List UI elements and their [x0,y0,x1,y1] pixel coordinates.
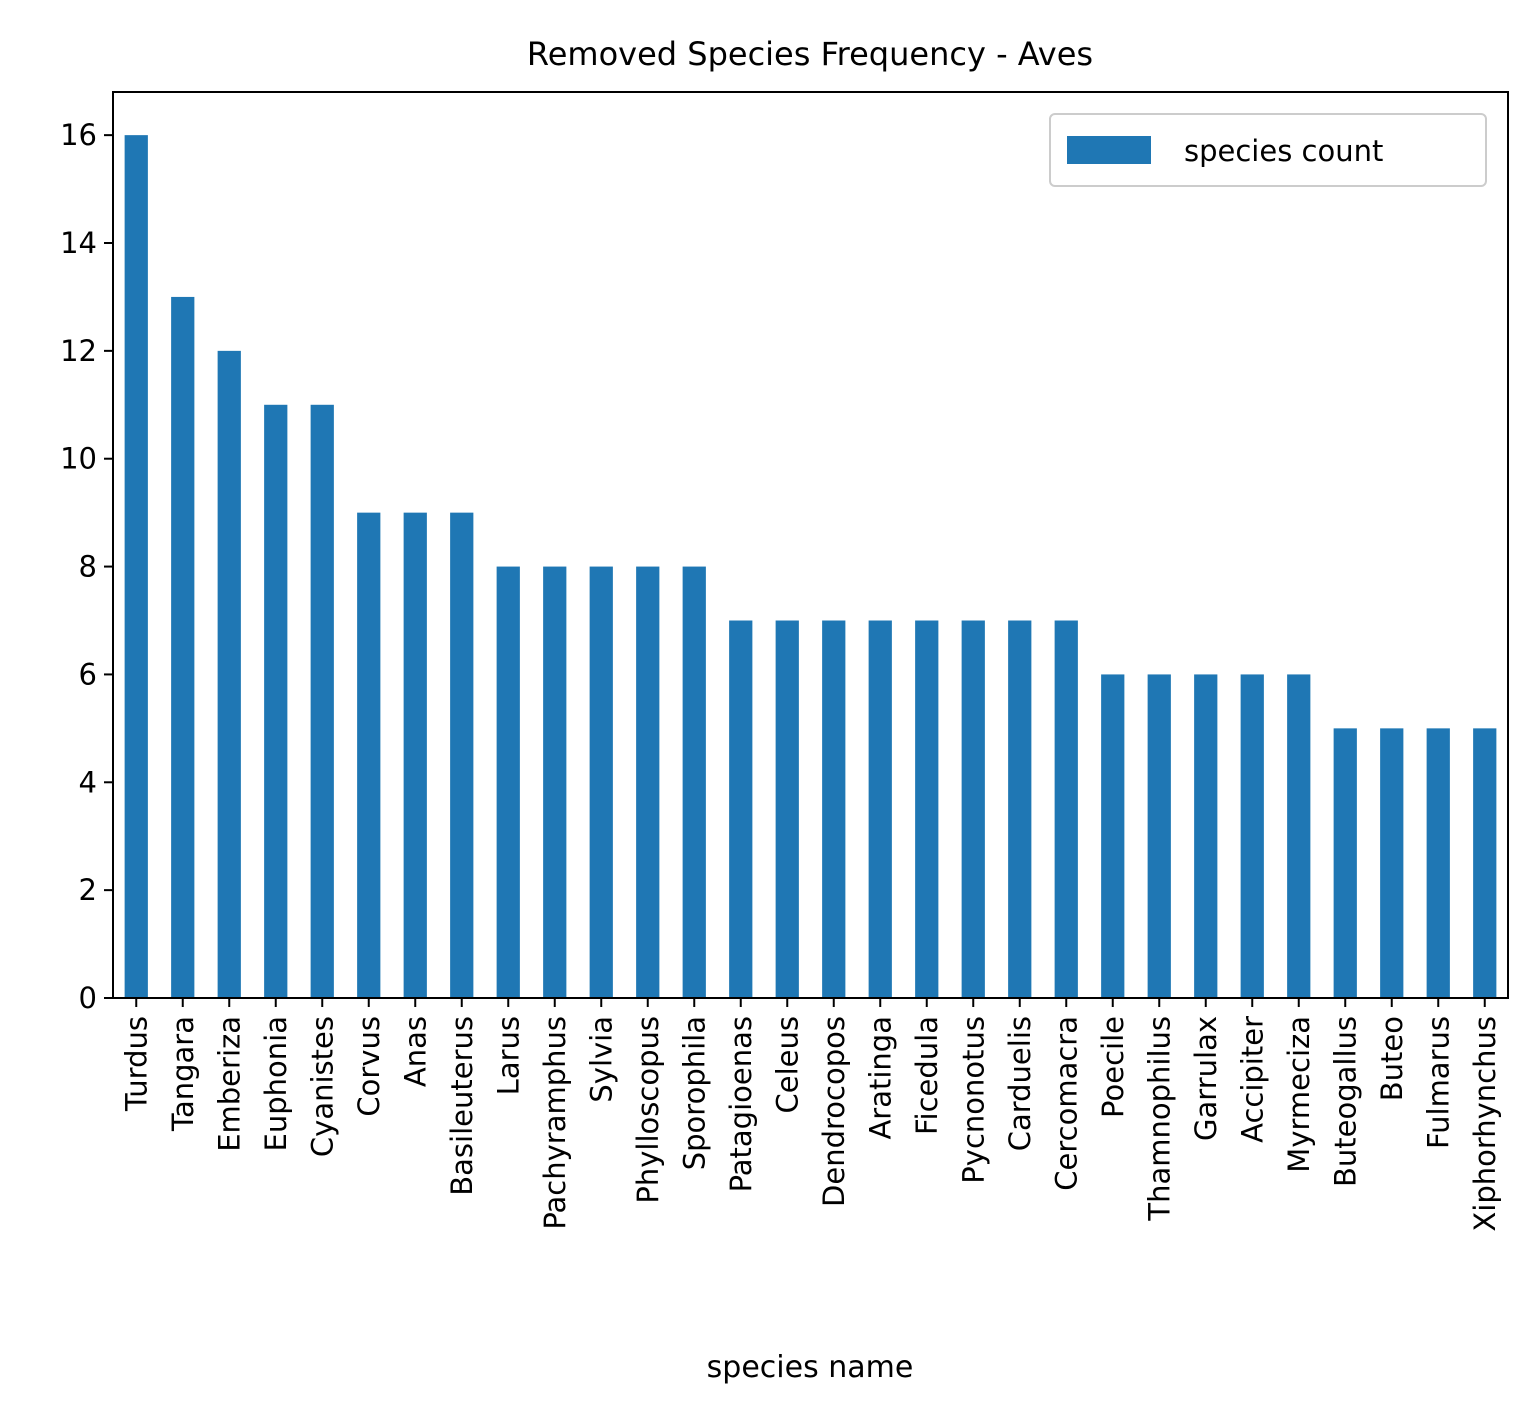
x-tick-label: Turdus [119,1016,153,1112]
bar-myrmeciza [1287,674,1311,998]
legend-swatch [1067,136,1151,164]
bar-celeus [775,620,799,998]
bar-corvus [357,512,381,998]
x-tick-label: Myrmeciza [1282,1016,1316,1173]
y-tick-label: 4 [79,765,97,799]
y-tick-label: 16 [60,118,97,152]
x-tick-label: Fulmarus [1421,1016,1455,1149]
bar-cyanistes [310,404,334,998]
x-axis-label: species name [707,1350,914,1385]
x-tick-label: Sylvia [584,1016,618,1103]
x-tick-label: Cyanistes [305,1016,339,1157]
x-tick-label: Tangara [166,1016,200,1132]
x-tick-label: Euphonia [259,1016,293,1151]
bar-phylloscopus [636,566,660,998]
chart-title: Removed Species Frequency - Aves [527,35,1093,73]
x-tick-label: Pycnonotus [956,1016,990,1184]
bar-anas [403,512,427,998]
x-tick-label: Thamnophilus [1142,1016,1176,1222]
bar-fulmarus [1426,728,1450,998]
x-tick-label: Buteo [1375,1016,1409,1101]
x-tick-label: Carduelis [1003,1016,1037,1151]
x-tick-label: Pachyramphus [538,1016,572,1230]
x-tick-label: Basileuterus [445,1016,479,1196]
y-tick-label: 12 [60,334,97,368]
y-tick-label: 14 [60,226,97,260]
y-tick-label: 10 [60,442,97,476]
x-tick-label: Sporophila [677,1016,711,1170]
y-tick-label: 8 [79,550,97,584]
x-tick-label: Cercomacra [1049,1016,1083,1191]
x-tick-label: Ficedula [910,1016,944,1135]
bar-accipiter [1240,674,1264,998]
bar-aratinga [868,620,892,998]
bar-buteo [1380,728,1404,998]
x-tick-label: Buteogallus [1328,1016,1362,1187]
y-tick-label: 2 [79,873,97,907]
x-tick-label: Phylloscopus [631,1016,665,1204]
bar-ficedula [915,620,939,998]
bar-pycnonotus [961,620,985,998]
plot-frame [112,91,1509,999]
bar-sylvia [589,566,613,998]
bar-xiphorhynchus [1473,728,1497,998]
bar-thamnophilus [1147,674,1171,998]
legend-box [1049,113,1487,187]
legend: species count [1049,113,1487,187]
bar-cercomacra [1054,620,1078,998]
y-axis: 0 2 4 6 8 10 12 14 16 [60,118,113,1015]
bar-tangara [171,296,195,998]
bar-pachyramphus [543,566,567,998]
bar-emberiza [217,350,241,998]
bar-sporophila [682,566,706,998]
bars-group [124,135,1497,999]
bar-carduelis [1008,620,1032,998]
bar-patagioenas [729,620,753,998]
bar-buteogallus [1333,728,1357,998]
x-tick-label: Patagioenas [724,1016,758,1192]
x-axis: Turdus Tangara Emberiza Euphonia Cyanistes Co… [119,998,1502,1232]
x-tick-label: Garrulax [1189,1016,1223,1141]
bar-poecile [1101,674,1125,998]
x-tick-label: Emberiza [212,1016,246,1152]
y-tick-label: 6 [79,657,97,691]
bar-garrulax [1194,674,1218,998]
x-tick-label: Anas [398,1016,432,1087]
bar-dendrocopos [822,620,846,998]
x-tick-label: Xiphorhynchus [1468,1016,1502,1232]
x-tick-label: Celeus [770,1016,804,1113]
x-tick-label: Aratinga [863,1016,897,1140]
x-tick-label: Accipiter [1235,1016,1269,1143]
x-tick-label: Poecile [1096,1016,1130,1118]
bar-larus [496,566,520,998]
y-tick-label: 0 [79,981,97,1015]
x-tick-label: Corvus [352,1016,386,1117]
bar-basileuterus [450,512,474,998]
bar-euphonia [264,404,288,998]
x-tick-label: Dendrocopos [817,1016,851,1207]
bar-turdus [124,135,148,999]
legend-label: species count [1184,134,1383,168]
x-tick-label: Larus [491,1016,525,1095]
